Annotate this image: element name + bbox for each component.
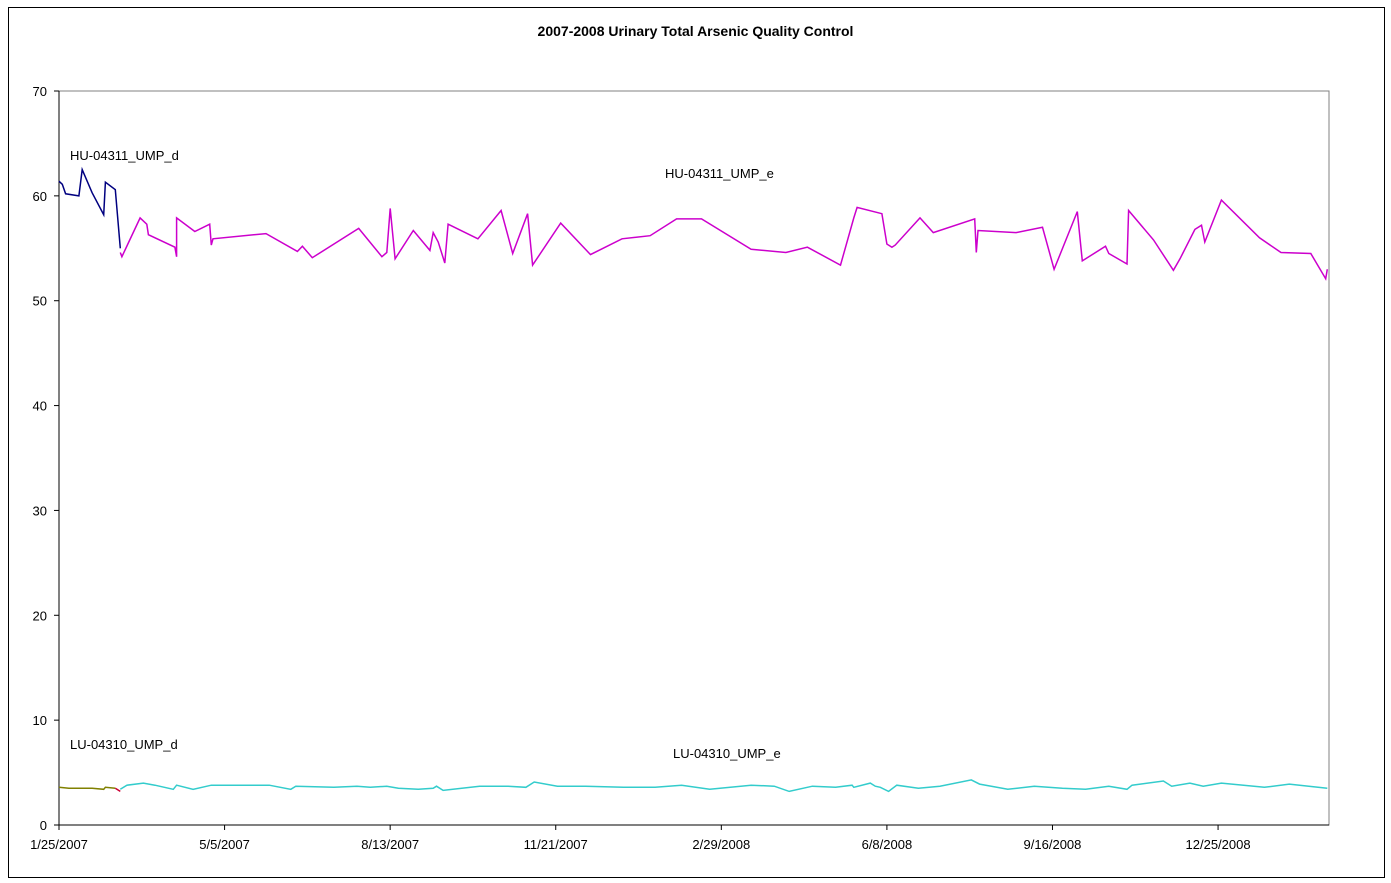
- series-label: LU-04310_UMP_d: [70, 737, 178, 752]
- series-line-hu-04311-ump-d: [58, 166, 122, 249]
- series-line-lu-04310-ump-d: [58, 786, 116, 791]
- series-label: LU-04310_UMP_e: [673, 746, 781, 761]
- plot-area: [58, 90, 1330, 826]
- y-tick-label: 70: [33, 84, 47, 99]
- x-tick-label: 1/25/2007: [30, 837, 88, 852]
- y-tick-label: 20: [33, 608, 47, 623]
- chart-frame: [8, 7, 1385, 878]
- x-tick-label: 5/5/2007: [199, 837, 250, 852]
- x-tick-label: 6/8/2008: [862, 837, 913, 852]
- x-tick-label: 12/25/2008: [1186, 837, 1251, 852]
- y-tick-label: 10: [33, 713, 47, 728]
- series-label: HU-04311_UMP_e: [665, 166, 774, 181]
- x-tick-label: 8/13/2007: [361, 837, 419, 852]
- y-tick-label: 60: [33, 189, 47, 204]
- series-line-lu-04310-ump-e: [119, 779, 1328, 793]
- x-tick-label: 2/29/2008: [692, 837, 750, 852]
- series-label: HU-04311_UMP_d: [70, 148, 179, 163]
- y-tick-label: 30: [33, 503, 47, 518]
- x-tick-label: 9/16/2008: [1024, 837, 1082, 852]
- y-tick-label: 40: [33, 399, 47, 414]
- y-tick-label: 50: [33, 294, 47, 309]
- series-line-connector-3: [114, 787, 121, 793]
- chart-title: 2007-2008 Urinary Total Arsenic Quality …: [537, 23, 854, 39]
- x-tick-label: 11/21/2007: [524, 837, 588, 852]
- y-tick-label: 0: [40, 818, 47, 833]
- series-line-hu-04311-ump-e: [119, 198, 1329, 281]
